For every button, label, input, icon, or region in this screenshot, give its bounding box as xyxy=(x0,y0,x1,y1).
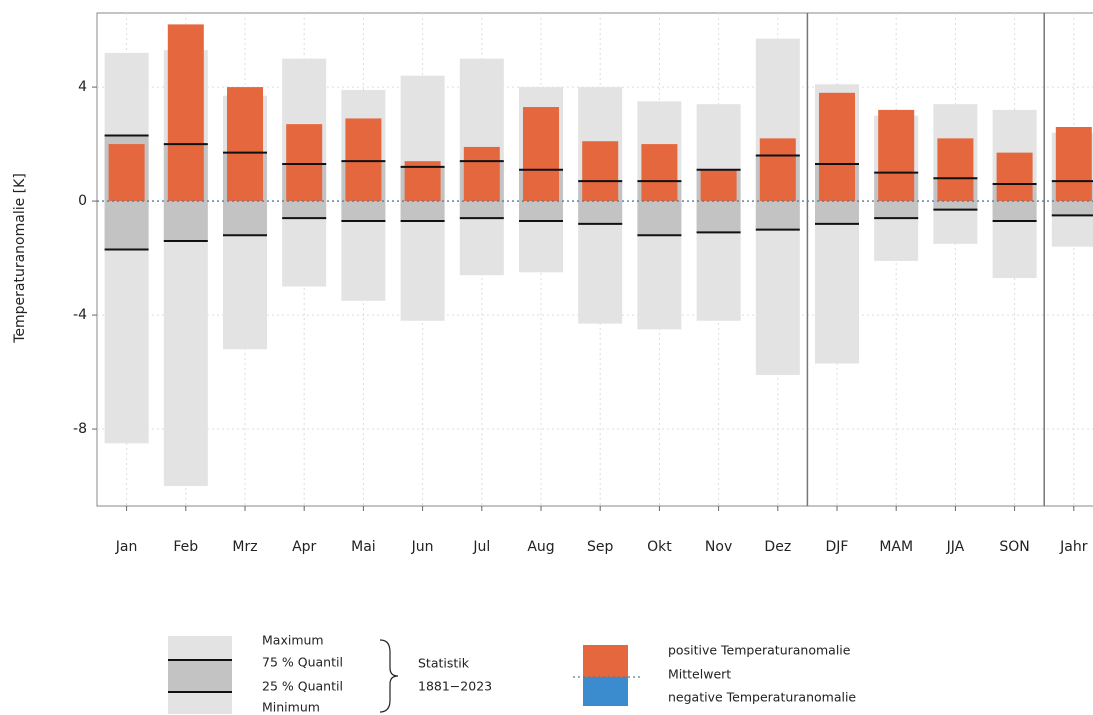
legend-label: Minimum xyxy=(262,700,320,715)
anomaly-bar xyxy=(641,144,678,202)
x-tick-label: Apr xyxy=(292,539,316,555)
anomaly-bar xyxy=(345,118,382,202)
legend-positive-swatch xyxy=(583,645,628,677)
legend-negative-swatch xyxy=(583,677,628,706)
y-axis-label: Temperaturanomalie [K] xyxy=(12,173,28,344)
legend-label: 75 % Quantil xyxy=(262,655,343,670)
anomaly-bar xyxy=(937,138,974,202)
anomaly-bar xyxy=(286,124,323,202)
plot-frame xyxy=(96,12,1093,507)
x-tick-label: Nov xyxy=(705,539,732,555)
x-tick-label: MAM xyxy=(879,539,913,555)
y-tick-label: -8 xyxy=(73,421,87,437)
x-tick-label: Jul xyxy=(472,539,490,555)
anomaly-bar xyxy=(878,109,915,202)
legend-label: negative Temperaturanomalie xyxy=(668,690,856,705)
anomaly-bar xyxy=(582,141,619,202)
anomaly-bar xyxy=(1055,126,1092,202)
y-tick-label: 4 xyxy=(78,79,87,95)
anomaly-bar xyxy=(523,107,559,202)
anomaly-bar xyxy=(996,152,1033,202)
anomaly-bar xyxy=(108,144,145,202)
y-tick-label: -4 xyxy=(73,307,87,323)
x-tick-label: Mai xyxy=(351,539,376,555)
x-tick-label: Jun xyxy=(411,539,434,555)
x-tick-label: Okt xyxy=(647,539,672,555)
legend-statistik: Statistik xyxy=(418,656,470,671)
x-tick-label: Feb xyxy=(173,539,198,555)
anomaly-bar xyxy=(819,92,855,202)
legend-period: 1881−2023 xyxy=(418,679,492,694)
x-tick-label: DJF xyxy=(826,539,849,555)
anomaly-bar xyxy=(700,169,737,202)
legend-label: Maximum xyxy=(262,633,324,648)
legend-label: Mittelwert xyxy=(668,667,731,682)
x-tick-label: Sep xyxy=(587,539,614,555)
x-tick-label: Jahr xyxy=(1059,539,1088,555)
y-tick-label: 0 xyxy=(78,193,87,209)
legend-quartile-swatch xyxy=(168,660,232,692)
legend-brace xyxy=(379,639,399,713)
anomaly-bar xyxy=(759,138,796,202)
x-tick-label: Dez xyxy=(764,539,791,555)
x-tick-label: Aug xyxy=(527,539,554,555)
anomaly-bar xyxy=(227,87,263,202)
legend-label: 25 % Quantil xyxy=(262,679,343,694)
legend-label: positive Temperaturanomalie xyxy=(668,643,851,658)
anomaly-bar xyxy=(463,146,500,202)
legend: Maximum 75 % Quantil 25 % Quantil Minimu… xyxy=(168,633,856,715)
x-tick-label: Jan xyxy=(115,539,138,555)
x-tick-label: SON xyxy=(999,539,1029,555)
x-tick-label: Mrz xyxy=(232,539,257,555)
anomaly-bar xyxy=(167,24,204,202)
x-tick-label: JJA xyxy=(946,539,965,555)
